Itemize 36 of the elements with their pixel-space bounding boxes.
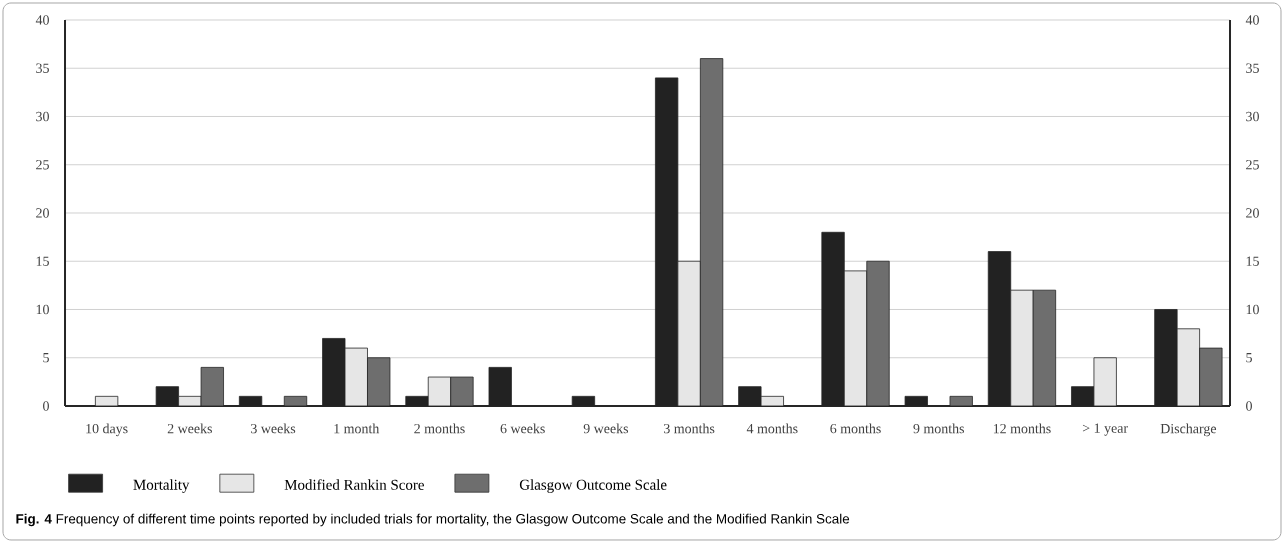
legend-label: Modified Rankin Score (284, 479, 424, 490)
x-tick-label: 3 weeks (251, 423, 296, 434)
x-tick-label: 2 weeks (167, 423, 212, 434)
x-tick-label: 6 weeks (500, 423, 545, 434)
x-tick-label: 1 month (334, 423, 380, 434)
y-tick-label: 10 (36, 304, 49, 315)
y2-tick-label: 35 (1246, 63, 1259, 73)
y2-tick-label: 25 (1246, 160, 1259, 170)
x-tick-label: 9 months (913, 423, 964, 434)
x-tick-label: 9 weeks (583, 423, 629, 434)
y-tick-label: 15 (36, 256, 49, 266)
y-tick-label: 20 (36, 208, 49, 218)
y-tick-label: 40 (35, 15, 49, 25)
x-tick-label: 6 months (830, 423, 881, 434)
x-tick-label: Discharge (1160, 423, 1217, 437)
y2-tick-label: 5 (1246, 353, 1252, 363)
y-tick-label: 30 (36, 111, 49, 122)
x-tick-label: 2 months (414, 423, 465, 434)
y-tick-label: 0 (43, 401, 49, 411)
y2-tick-label: 30 (1246, 111, 1259, 122)
y2-tick-label: 0 (1246, 401, 1252, 411)
y-tick-label: 5 (43, 353, 49, 363)
text: Fig. 4 Frequency of different time points reported by included trials for mortality, the Glasgow Outcome Scale and the Modified Rankin Scale (16, 513, 850, 527)
y-tick-label: 25 (36, 160, 49, 170)
x-tick-label: 12 months (993, 423, 1051, 434)
legend-label: Glasgow Outcome Scale (519, 479, 667, 493)
x-tick-label: 10 days (86, 423, 128, 437)
y2-tick-label: 15 (1246, 256, 1259, 266)
y-tick-label: 35 (36, 63, 49, 73)
x-tick-label: 4 months (746, 423, 798, 434)
y2-tick-label: 40 (1245, 15, 1259, 25)
x-tick-label: 3 months (664, 423, 715, 434)
x-tick-label: > 1 year (1082, 423, 1128, 436)
y2-tick-label: 20 (1246, 208, 1259, 218)
legend-label: Mortality (133, 479, 190, 493)
y2-tick-label: 10 (1246, 304, 1259, 315)
